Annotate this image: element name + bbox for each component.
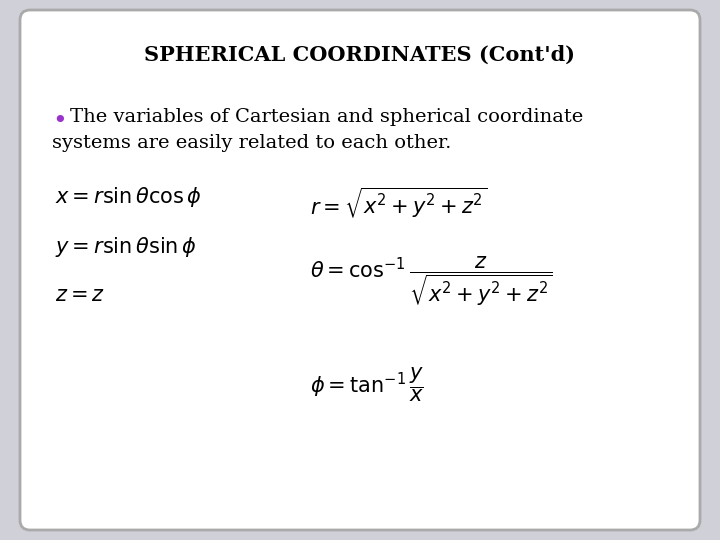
Text: $r = \sqrt{x^2 + y^2 + z^2}$: $r = \sqrt{x^2 + y^2 + z^2}$ [310,185,487,220]
Text: The variables of Cartesian and spherical coordinate: The variables of Cartesian and spherical… [70,108,583,126]
Text: SPHERICAL COORDINATES (Cont'd): SPHERICAL COORDINATES (Cont'd) [145,45,575,65]
Text: systems are easily related to each other.: systems are easily related to each other… [52,134,451,152]
Text: $y = r\sin\theta\sin\phi$: $y = r\sin\theta\sin\phi$ [55,235,197,259]
FancyBboxPatch shape [20,10,700,530]
Text: •: • [52,110,67,133]
Text: $z = z$: $z = z$ [55,285,105,305]
Text: $\phi = \tan^{-1}\dfrac{y}{x}$: $\phi = \tan^{-1}\dfrac{y}{x}$ [310,365,424,403]
Text: $\theta = \cos^{-1}\dfrac{z}{\sqrt{x^2+y^2+z^2}}$: $\theta = \cos^{-1}\dfrac{z}{\sqrt{x^2+y… [310,255,552,308]
Text: $x = r\sin\theta\cos\phi$: $x = r\sin\theta\cos\phi$ [55,185,202,209]
